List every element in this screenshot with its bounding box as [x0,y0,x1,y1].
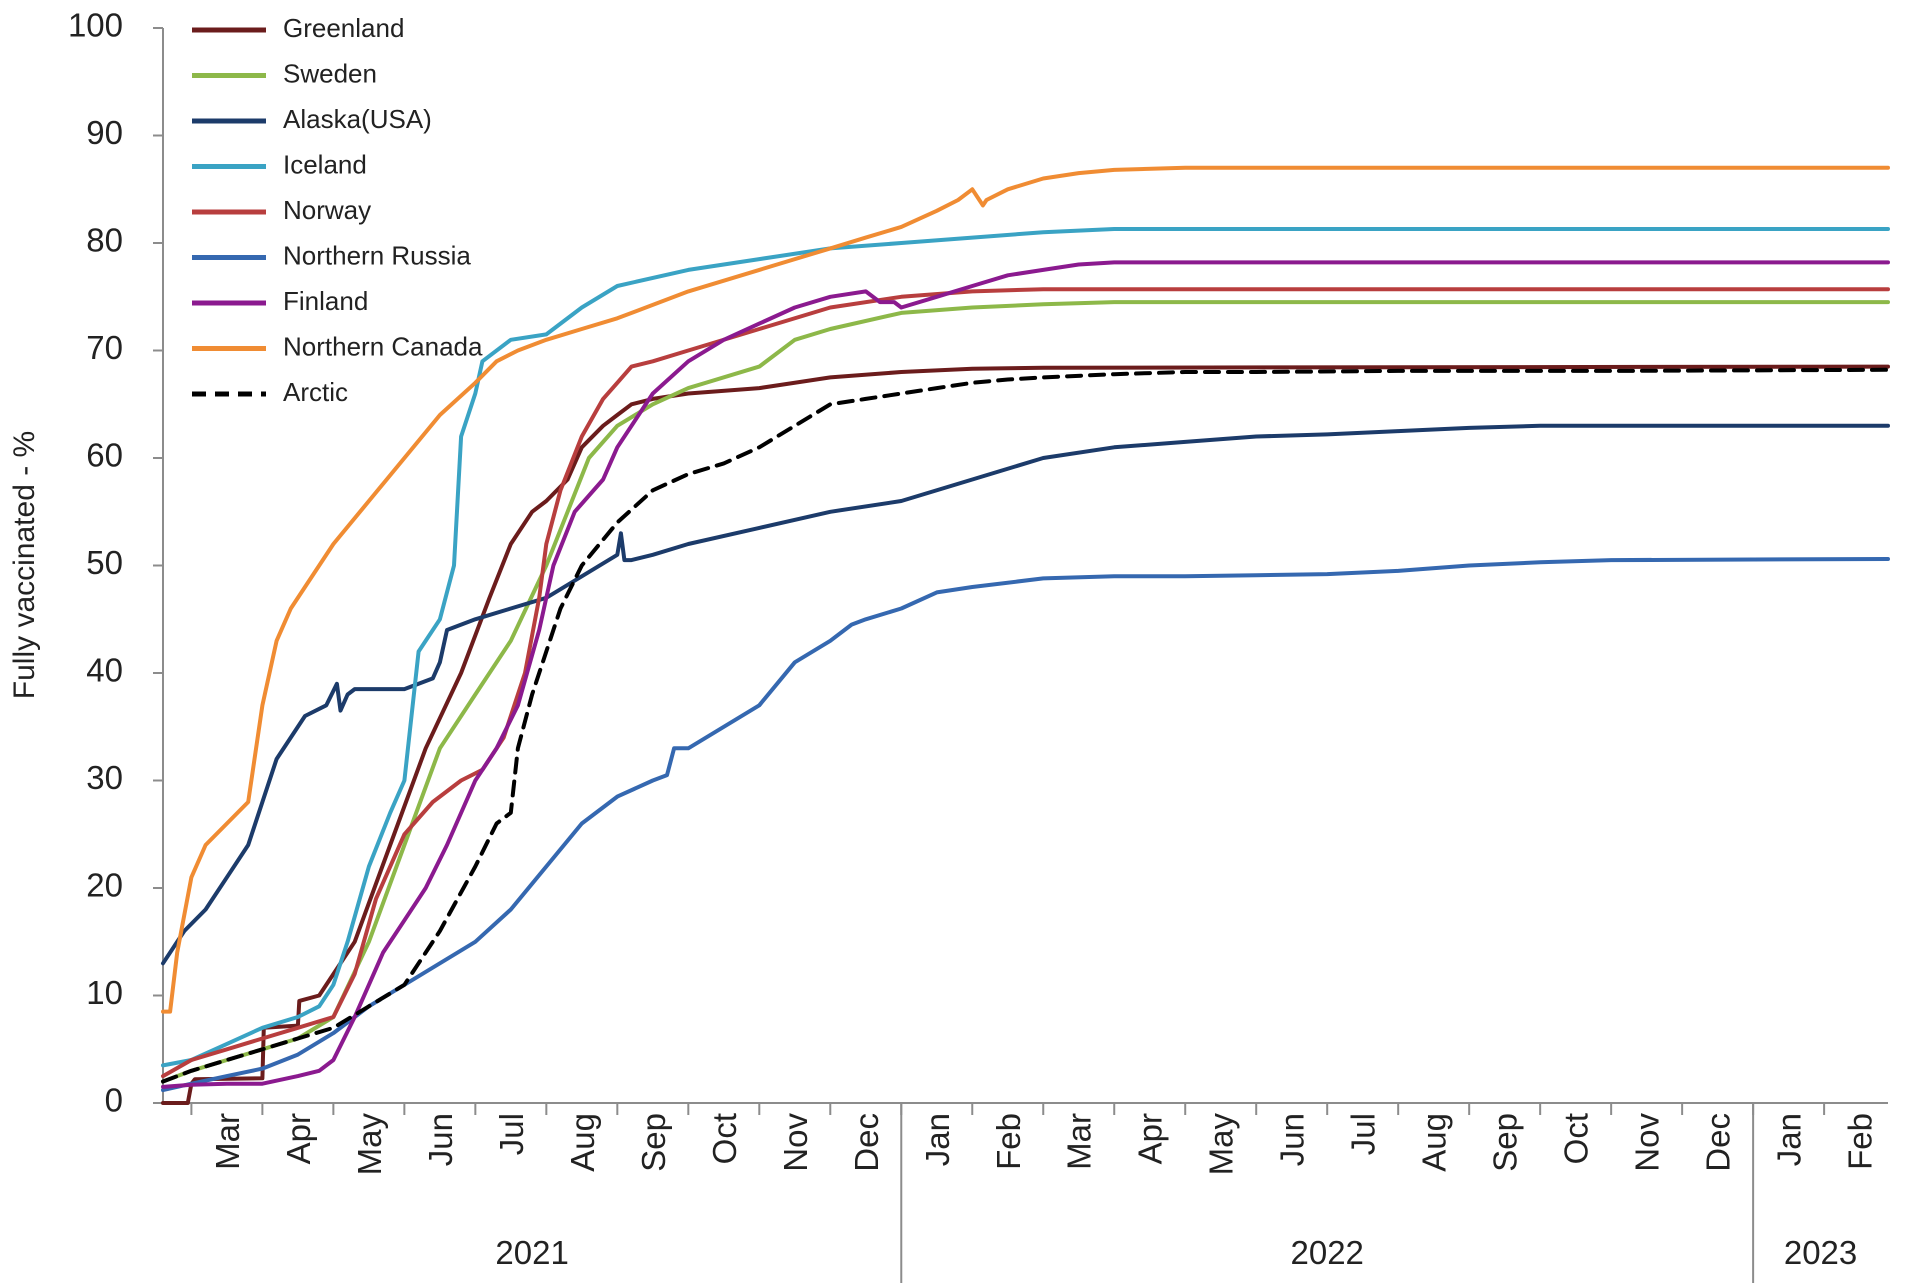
y-tick-label: 70 [86,329,123,366]
x-tick-label: May [351,1113,388,1176]
x-tick-label: Mar [1061,1113,1098,1170]
y-axis-label: Fully vaccinated - % [8,431,41,699]
x-tick-label: Jul [1345,1113,1382,1155]
legend-label: Arctic [283,377,348,407]
series-line-iceland [161,227,1890,1068]
legend-label: Sweden [283,58,377,88]
series-layer [161,165,1890,1105]
legend-label: Alaska(USA) [283,104,432,134]
x-tick-label: Oct [706,1113,743,1164]
x-tick-label: Apr [280,1113,317,1164]
legend: Greenland Sweden Alaska(USA) Iceland Norway N… [192,13,483,407]
x-tick-label: Mar [209,1113,246,1170]
y-tick-label: 100 [68,7,123,44]
x-tick-label: Apr [1132,1113,1169,1164]
series-line-norway [161,287,1890,1079]
y-tick-label: 10 [86,974,123,1011]
legend-label: Iceland [283,149,367,179]
x-tick-label: Dec [1700,1113,1737,1172]
axis-layer: 0 10 20 30 40 50 60 70 80 90 100 Mar Apr May Jun Jul Aug… [68,7,1888,1283]
year-label: 2021 [495,1234,568,1271]
x-tick-label: Jun [1274,1113,1311,1166]
x-tick-label: Feb [1842,1113,1879,1170]
y-tick-label: 40 [86,652,123,689]
x-tick-label: Aug [564,1113,601,1172]
legend-label: Finland [283,286,368,316]
series-line-northern-russia [161,557,1890,1093]
y-tick-label: 0 [105,1082,123,1119]
x-tick-label: Sep [635,1113,672,1172]
year-label: 2022 [1290,1234,1363,1271]
x-tick-label: Jan [1771,1113,1808,1166]
y-tick-label: 50 [86,544,123,581]
x-tick-label: Oct [1558,1113,1595,1164]
year-label: 2023 [1784,1234,1857,1271]
series-line-sweden [161,300,1890,1084]
x-tick-label: Sep [1487,1113,1524,1172]
x-tick-label: Nov [1629,1113,1666,1172]
legend-label: Northern Russia [283,240,471,270]
y-tick-label: 30 [86,759,123,796]
series-line-northern-canada [161,165,1890,1014]
series-line-greenland [161,364,1890,1105]
x-tick-label: Jan [919,1113,956,1166]
x-tick-label: Jul [493,1113,530,1155]
legend-label: Norway [283,195,371,225]
y-tick-label: 60 [86,437,123,474]
y-tick-label: 90 [86,114,123,151]
x-tick-label: May [1203,1113,1240,1176]
legend-label: Northern Canada [283,331,483,361]
y-tick-label: 20 [86,867,123,904]
x-tick-label: Feb [990,1113,1027,1170]
x-tick-label: Nov [777,1113,814,1172]
x-tick-label: Dec [848,1113,885,1172]
series-line-alaska-usa [161,423,1890,966]
series-line-arctic [161,367,1890,1084]
x-tick-label: Jun [422,1113,459,1166]
y-tick-label: 80 [86,222,123,259]
x-tick-label: Aug [1416,1113,1453,1172]
series-line-finland [161,260,1890,1089]
legend-label: Greenland [283,13,404,43]
